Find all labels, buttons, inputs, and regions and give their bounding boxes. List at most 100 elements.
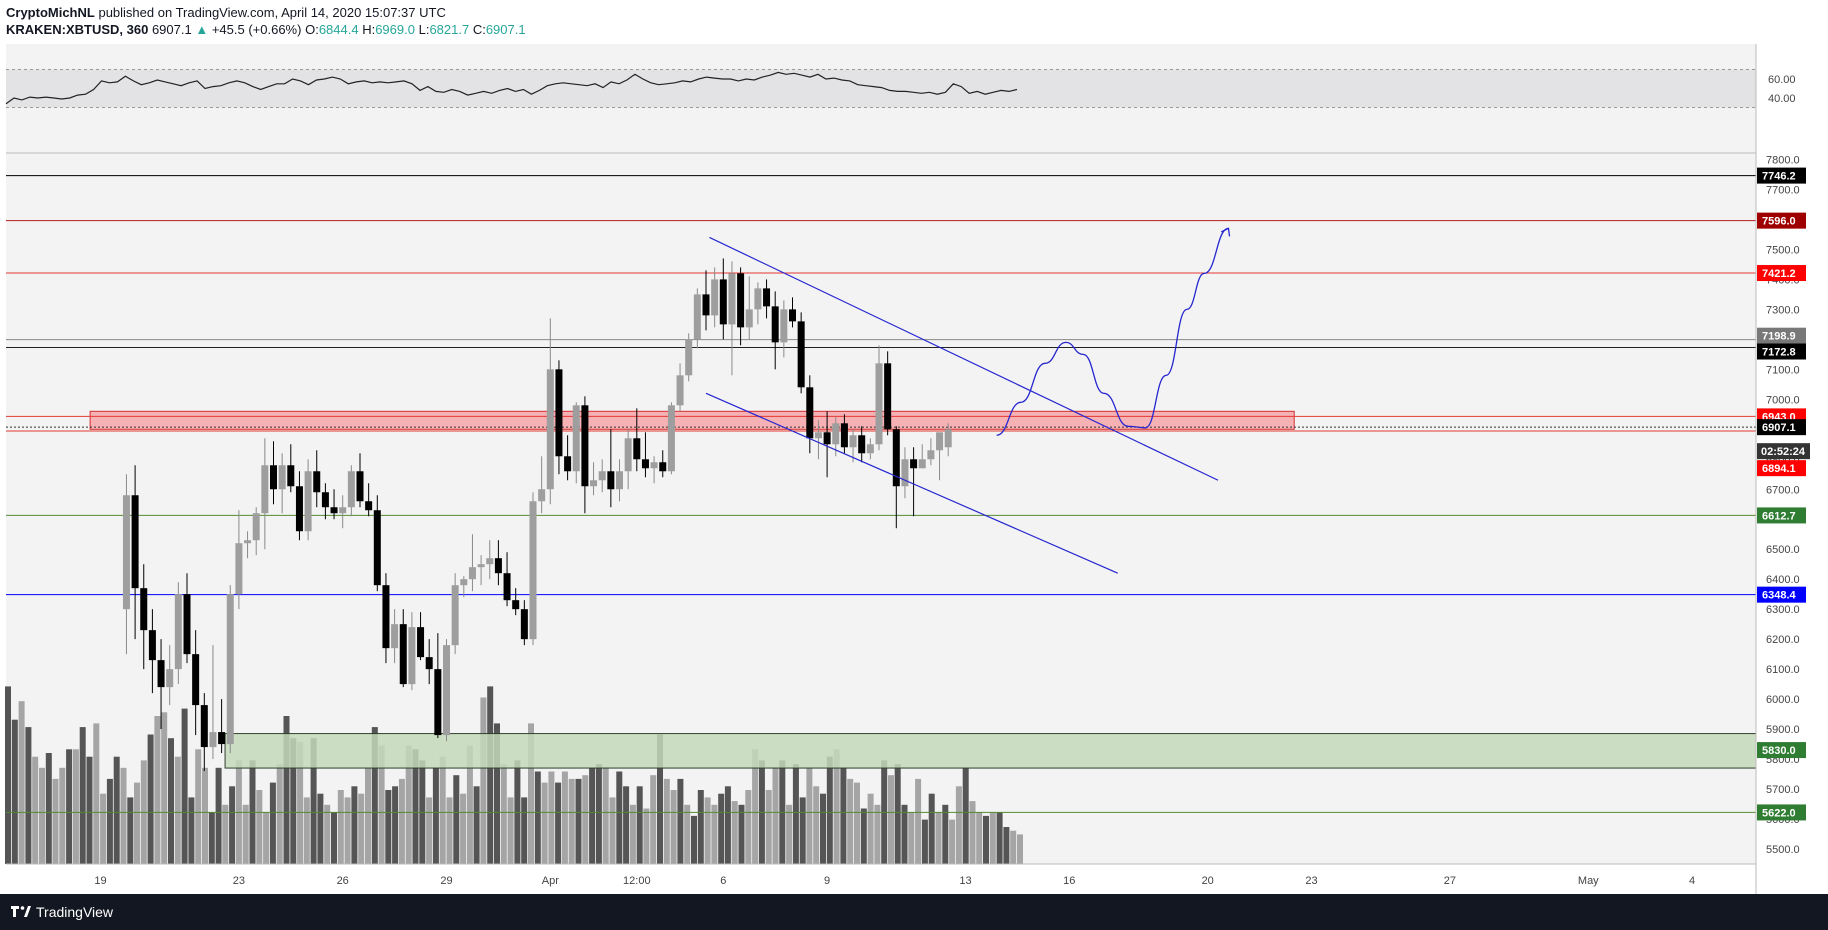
volume-bar xyxy=(269,782,276,864)
candle-body xyxy=(287,465,295,487)
candle-body xyxy=(295,486,303,532)
rsi-tick-label: 40.00 xyxy=(1768,93,1796,105)
volume-bar xyxy=(1003,827,1010,864)
price-label-bg xyxy=(1757,327,1806,344)
volume-bar xyxy=(276,764,283,864)
volume-bar xyxy=(256,790,263,864)
candle-body xyxy=(330,507,338,514)
volume-bar xyxy=(59,767,66,864)
volume-bar xyxy=(229,786,236,864)
volume-bar xyxy=(704,797,711,864)
candle-body xyxy=(460,579,468,586)
volume-bar xyxy=(860,808,867,864)
candle-body xyxy=(858,435,866,454)
volume-bar xyxy=(45,753,52,864)
candle-body xyxy=(140,588,148,631)
price-tick-label: 7800.0 xyxy=(1766,154,1800,166)
price-label: 6907.1 xyxy=(1762,422,1796,434)
candle-body xyxy=(520,609,528,640)
volume-bar xyxy=(541,782,548,864)
price-label: 6894.1 xyxy=(1762,463,1796,475)
time-tick-label: 9 xyxy=(824,875,830,887)
time-tick-label: 23 xyxy=(1305,875,1317,887)
volume-bar xyxy=(976,812,983,864)
volume-bar xyxy=(786,804,793,864)
volume-bar xyxy=(303,797,310,864)
price-label: 5622.0 xyxy=(1762,807,1796,819)
candle-body xyxy=(512,600,520,610)
volume-bar xyxy=(453,775,460,864)
plot-area[interactable] xyxy=(6,44,1756,864)
channel-lower-line xyxy=(705,392,1118,574)
price-label-bg xyxy=(1757,212,1806,229)
tradingview-logo-icon xyxy=(11,906,31,917)
volume-bar xyxy=(398,778,405,864)
volume-bar xyxy=(629,804,636,864)
candle-body xyxy=(650,462,658,469)
price-tick-label: 6700.0 xyxy=(1766,484,1800,496)
volume-bar xyxy=(337,790,344,864)
price-tick-label: 6500.0 xyxy=(1766,544,1800,556)
candle-body xyxy=(278,465,286,490)
volume-bar xyxy=(663,778,670,864)
publisher-name[interactable]: CryptoMichNL xyxy=(6,5,95,20)
volume-bar xyxy=(799,797,806,864)
candle-body xyxy=(546,369,554,490)
volume-bar xyxy=(460,793,467,864)
volume-bar xyxy=(602,767,609,864)
candle-body xyxy=(814,432,822,439)
footer-bar: TradingView xyxy=(0,894,1828,930)
volume-bar xyxy=(528,723,534,864)
price-tick-label: 7000.0 xyxy=(1766,394,1800,406)
volume-bar xyxy=(867,793,874,864)
close-value: 6907.1 xyxy=(485,22,526,37)
candle-body xyxy=(745,309,753,328)
volume-bar xyxy=(263,812,270,864)
volume-bar xyxy=(792,764,799,864)
candle-body xyxy=(122,495,130,610)
volume-bar xyxy=(66,749,73,864)
candle-body xyxy=(780,309,788,343)
candle-body xyxy=(192,654,200,706)
time-axis[interactable]: 19 23 26 29 Apr 12:00 6 9 13 16 20 23 27 May 4 xyxy=(6,863,1756,887)
volume-bar xyxy=(405,745,412,864)
candle-body xyxy=(235,543,243,595)
low-label: L: xyxy=(418,22,430,37)
volume-bar xyxy=(935,812,942,864)
volume-bar xyxy=(494,723,500,864)
price-label: 5830.0 xyxy=(1762,745,1796,757)
candle-body xyxy=(555,369,563,457)
candle-body xyxy=(616,471,623,490)
volume-bar xyxy=(310,738,317,864)
time-tick-label: 29 xyxy=(440,875,452,887)
change-arrow-icon: ▲ xyxy=(195,22,209,37)
time-tick-label: 13 xyxy=(959,875,971,887)
volume-bar xyxy=(854,782,860,864)
volume-bar xyxy=(147,734,154,864)
volume-bar xyxy=(670,790,677,864)
candle-body xyxy=(174,594,182,670)
support-zone xyxy=(224,733,1757,769)
candle-body xyxy=(443,645,450,736)
price-axis[interactable]: 5500.05600.05700.05800.05900.06000.06100… xyxy=(1755,44,1810,894)
volume-bar xyxy=(813,786,820,864)
volume-bar xyxy=(392,786,399,864)
close-label: C: xyxy=(472,22,486,37)
open-value: 6844.4 xyxy=(318,22,359,37)
candle-body xyxy=(719,279,727,325)
volume-bar xyxy=(609,797,616,864)
volume-bar xyxy=(168,738,174,864)
volume-bar xyxy=(79,727,86,864)
volume-bar xyxy=(561,771,568,864)
volume-bar xyxy=(697,790,704,864)
symbol-label[interactable]: KRAKEN:XBTUSD, 360 xyxy=(6,22,149,37)
price-tick-label: 7500.0 xyxy=(1766,244,1800,256)
brand-name[interactable]: TradingView xyxy=(36,904,114,920)
candle-body xyxy=(572,405,580,472)
volume-bar xyxy=(473,786,480,864)
volume-bar xyxy=(18,701,25,864)
volume-bar xyxy=(983,815,989,864)
volume-bar xyxy=(215,767,222,864)
price-tick-label: 5700.0 xyxy=(1766,784,1800,796)
